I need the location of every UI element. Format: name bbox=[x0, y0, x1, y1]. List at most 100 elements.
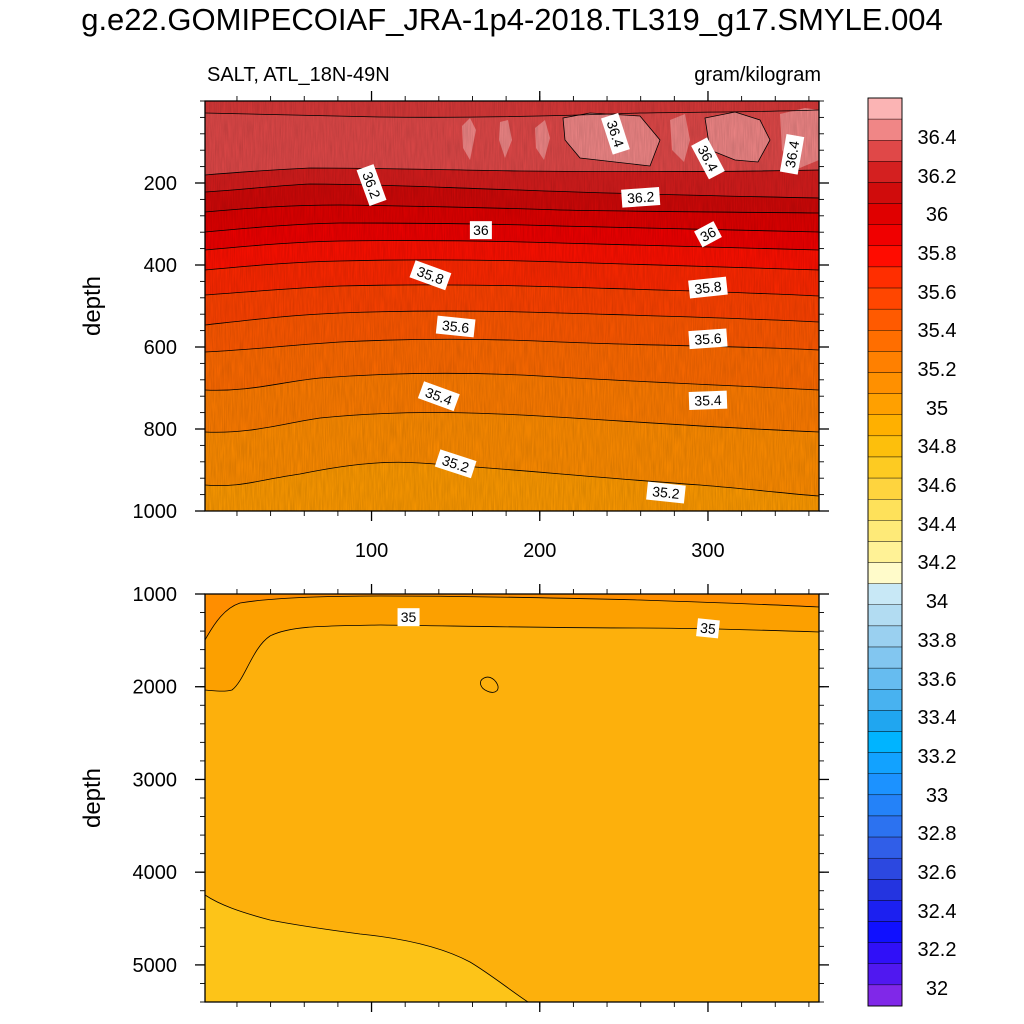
contour-label-bg bbox=[601, 112, 630, 155]
colorbar-label: 34.8 bbox=[918, 436, 957, 458]
contour-label-text: 36 bbox=[473, 222, 489, 238]
colorbar-box bbox=[867, 203, 903, 225]
upper-contour-labels: 36.436.4 36.436.2 36.236 3635.835.835.635.6… bbox=[356, 112, 805, 504]
lower-band-34-8 bbox=[205, 895, 528, 1002]
contour-label-text: 35.2 bbox=[652, 483, 681, 502]
colorbar-box bbox=[867, 879, 903, 901]
upper-salinity-field: 36.436.4 36.436.2 36.236 3635.835.835.635.6… bbox=[205, 101, 819, 511]
colorbar-box bbox=[867, 562, 903, 584]
colorbar-box bbox=[867, 330, 903, 352]
contour-label: 36.4 bbox=[779, 134, 805, 175]
colorbar-box bbox=[867, 182, 903, 204]
lower-salinity-field: 35 35 bbox=[205, 594, 819, 1002]
y-tick-label: 1000 bbox=[133, 584, 178, 606]
contour-label-text: 35.8 bbox=[694, 278, 723, 297]
colorbar-label: 36.2 bbox=[918, 166, 957, 188]
colorbar-box bbox=[867, 836, 903, 859]
colorbar-box bbox=[867, 689, 903, 711]
colorbar-label: 34 bbox=[926, 591, 948, 613]
contour-line-36-5 bbox=[562, 112, 661, 167]
colorbar-box bbox=[867, 773, 903, 796]
colorbar-box bbox=[867, 351, 903, 373]
colorbar-box bbox=[867, 266, 903, 289]
colorbar-label: 35 bbox=[926, 398, 948, 420]
colorbar-box bbox=[867, 604, 903, 627]
contour-label-bg bbox=[434, 449, 477, 479]
lower-contour-35-1 bbox=[205, 595, 819, 641]
y-tick-label: 800 bbox=[144, 419, 177, 441]
lower-contour-35 bbox=[205, 624, 819, 692]
contour-label: 35.2 bbox=[434, 449, 477, 479]
colorbar-box bbox=[867, 393, 903, 415]
contour-line-35-4 bbox=[205, 372, 819, 391]
colorbar-box bbox=[867, 963, 903, 986]
lower-y-axis: 1000 2000 3000 4000 5000 bbox=[133, 584, 829, 1003]
colorbar-label: 33.4 bbox=[918, 707, 957, 729]
contour-label-bg bbox=[688, 276, 728, 299]
contour-line-36-4 bbox=[205, 109, 819, 118]
colorbar-box bbox=[867, 97, 903, 120]
colorbar-label: 34.2 bbox=[918, 552, 957, 574]
contour-label: 35 bbox=[397, 608, 420, 627]
contour-label-text: 35 bbox=[699, 620, 716, 638]
contour-label-bg bbox=[356, 164, 387, 206]
lower-contour-34-8 bbox=[205, 894, 529, 1002]
colorbar-box bbox=[867, 815, 903, 838]
colorbar-box bbox=[867, 900, 903, 922]
colorbar-box bbox=[867, 435, 903, 458]
contour-label-bg bbox=[417, 381, 460, 412]
colorbar-box bbox=[867, 477, 903, 500]
colorbar-box bbox=[867, 731, 903, 753]
lower-depth-panel: 35 35 1000 2000 3000 4000 5000 depth bbox=[79, 584, 829, 1012]
contour-label-bg bbox=[696, 618, 720, 639]
contour-label-text: 35.4 bbox=[694, 392, 722, 409]
contour-label: 35.6 bbox=[688, 328, 728, 350]
y-tick-label: 1000 bbox=[133, 501, 178, 523]
colorbar-box bbox=[867, 921, 903, 943]
colorbar-label: 33.8 bbox=[918, 630, 957, 652]
colorbar-label: 36 bbox=[926, 204, 948, 226]
contour-label: 35 bbox=[696, 618, 720, 639]
upper-y-axis-title: depth bbox=[79, 276, 106, 336]
colorbar-frame bbox=[867, 97, 903, 1007]
contour-line-35-8 bbox=[205, 259, 819, 271]
contour-label-bg bbox=[435, 315, 476, 338]
contour-label: 36 bbox=[694, 221, 722, 248]
y-tick-label: 5000 bbox=[133, 955, 178, 977]
y-tick-label: 2000 bbox=[133, 677, 178, 699]
colorbar-label: 32.2 bbox=[918, 939, 957, 961]
contour-label-bg bbox=[469, 221, 492, 240]
lower-band-35-1 bbox=[205, 594, 819, 640]
colorbar-label: 35.2 bbox=[918, 359, 957, 381]
contour-line-35-6 bbox=[205, 310, 819, 326]
colorbar-box bbox=[867, 140, 903, 162]
contour-label-bg bbox=[621, 187, 661, 208]
y-tick-label: 400 bbox=[144, 255, 177, 277]
colorbar-label: 34.6 bbox=[918, 475, 957, 497]
colorbar-box bbox=[867, 520, 903, 542]
upper-y-axis: 200 400 600 800 1000 bbox=[133, 100, 829, 523]
contour-label-text: 36.4 bbox=[782, 139, 803, 169]
upper-plot-frame bbox=[204, 100, 820, 512]
colorbar-label: 34.4 bbox=[918, 514, 957, 536]
contour-label: 35.4 bbox=[417, 381, 460, 412]
colorbar-box bbox=[867, 625, 903, 648]
contour-line-35-9 bbox=[205, 240, 819, 251]
upper-depth-panel: 36.436.4 36.436.2 36.236 3635.835.835.635.6… bbox=[79, 91, 829, 562]
colorbar-label: 35.6 bbox=[918, 282, 957, 304]
contour-label-text: 35 bbox=[401, 609, 417, 625]
colorbar-box bbox=[867, 752, 903, 774]
colorbar-box bbox=[867, 794, 903, 817]
colorbar-box bbox=[867, 308, 903, 331]
upper-x-axis: 100 200 300 bbox=[236, 91, 810, 562]
colorbar-label: 33.2 bbox=[918, 746, 957, 768]
colorbar-box bbox=[867, 667, 903, 690]
colorbar-box bbox=[867, 287, 903, 310]
x-tick-label: 100 bbox=[355, 540, 388, 562]
colorbar-box bbox=[867, 541, 903, 563]
lower-band-35 bbox=[205, 594, 819, 692]
contour-label-bg bbox=[646, 481, 686, 504]
colorbar-label: 33 bbox=[926, 785, 948, 807]
colorbar-box bbox=[867, 583, 903, 605]
